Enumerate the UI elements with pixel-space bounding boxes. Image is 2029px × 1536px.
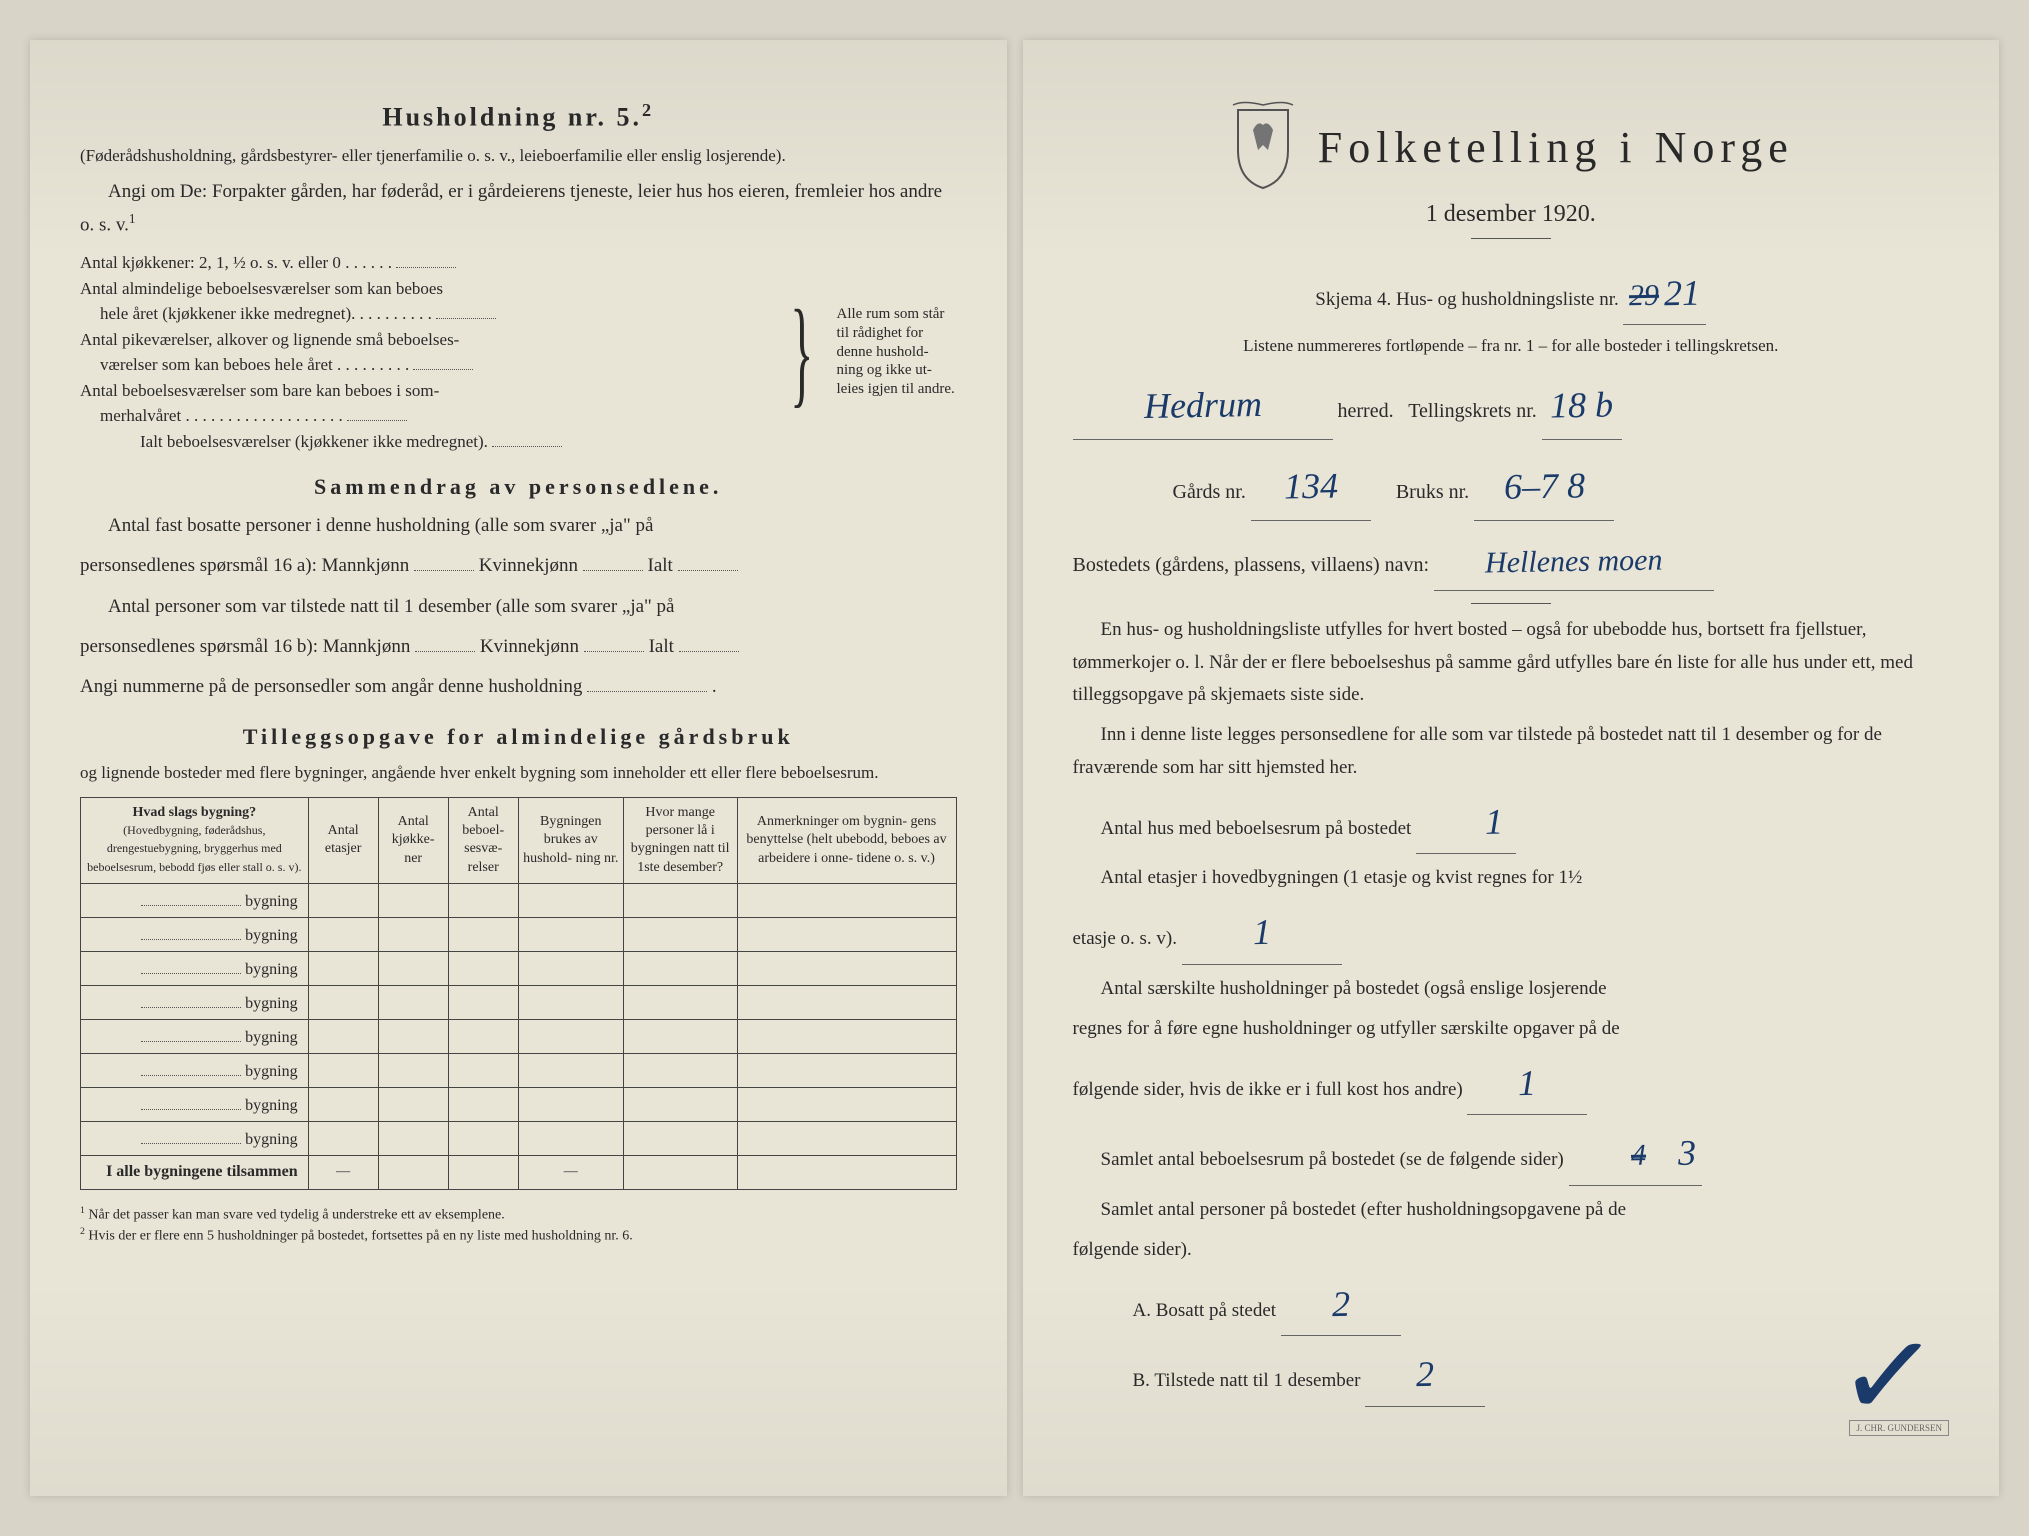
brace-icon: } xyxy=(790,292,813,412)
tillegg-sub: og lignende bosteder med flere bygninger… xyxy=(80,760,957,786)
herred-value: Hedrum xyxy=(1143,370,1262,440)
table-row: bygning xyxy=(81,1053,957,1087)
rooms-side-note: Alle rum som står til rådighet for denne… xyxy=(837,305,957,399)
rooms-line-4: Antal beboelsesværelser som bare kan beb… xyxy=(80,378,767,404)
q3c: følgende sider, hvis de ikke er i full k… xyxy=(1073,1053,1950,1115)
tillegg-heading: Tilleggsopgave for almindelige gårdsbruk xyxy=(80,724,957,750)
summary-p2: Antal personer som var tilstede natt til… xyxy=(80,591,957,623)
mid-rule xyxy=(1471,603,1551,604)
table-row: bygning xyxy=(81,1087,957,1121)
summary-heading: Sammendrag av personsedlene. xyxy=(80,474,957,500)
th-6: Hvor mange personer lå i bygningen natt … xyxy=(623,798,737,884)
table-row: bygning xyxy=(81,985,957,1019)
th-5: Bygningen brukes av hushold- ning nr. xyxy=(518,798,623,884)
household-subtext-2: Angi om De: Forpakter gården, har føderå… xyxy=(80,176,957,242)
rooms-line-2b: hele året (kjøkkener ikke medregnet). . … xyxy=(80,301,767,327)
household-subtext-1: (Føderådshusholdning, gårdsbestyrer- ell… xyxy=(80,143,957,169)
table-row: bygning xyxy=(81,1121,957,1155)
summary-p1b: personsedlenes spørsmål 16 a): Mannkjønn… xyxy=(80,550,957,582)
th-7: Anmerkninger om bygnin- gens benyttelse … xyxy=(737,798,956,884)
th-4: Antal beboel- sesvæ- relser xyxy=(448,798,518,884)
footnote-2: 2 Hvis der er flere enn 5 husholdninger … xyxy=(80,1225,957,1246)
subtitle: 1 desember 1920. xyxy=(1073,201,1950,228)
qB-value: 2 xyxy=(1416,1344,1435,1405)
q1: Antal hus med beboelsesrum på bostedet 1 xyxy=(1073,792,1950,854)
main-title: Folketelling i Norge xyxy=(1318,122,1794,173)
rooms-line-4b: merhalvåret . . . . . . . . . . . . . . … xyxy=(80,403,767,429)
table-sum-label: I alle bygningene tilsammen xyxy=(81,1155,309,1189)
coat-of-arms-icon xyxy=(1228,100,1298,195)
q1-value: 1 xyxy=(1457,792,1504,854)
footnotes: 1 Når det passer kan man svare ved tydel… xyxy=(80,1204,957,1247)
bosted-line: Bostedets (gårdens, plassens, villaens) … xyxy=(1073,533,1950,591)
footnote-1: 1 Når det passer kan man svare ved tydel… xyxy=(80,1204,957,1225)
th-3: Antal kjøkke- ner xyxy=(378,798,448,884)
schema-line: Skjema 4. Hus- og husholdningsliste nr. … xyxy=(1073,263,1950,325)
q2a: Antal etasjer i hovedbygningen (1 etasje… xyxy=(1073,862,1950,894)
herred-line: Hedrum herred. Tellingskrets nr. 18 b xyxy=(1073,371,1950,440)
q3b: regnes for å føre egne husholdninger og … xyxy=(1073,1013,1950,1045)
q4-value: 3 xyxy=(1650,1123,1697,1185)
table-row: bygning xyxy=(81,883,957,917)
printer-stamp: J. CHR. GUNDERSEN xyxy=(1849,1420,1949,1436)
q3a: Antal særskilte husholdninger på bostede… xyxy=(1073,973,1950,1005)
summary-p3: Angi nummerne på de personsedler som ang… xyxy=(80,671,957,703)
bruk-value: 6–7 8 xyxy=(1503,451,1585,521)
q4: Samlet antal beboelsesrum på bostedet (s… xyxy=(1073,1123,1950,1185)
th-2: Antal etasjer xyxy=(308,798,378,884)
q3-value: 1 xyxy=(1518,1053,1537,1114)
gard-value: 134 xyxy=(1283,452,1338,521)
rooms-line-2: Antal almindelige beboelsesværelser som … xyxy=(80,276,767,302)
rooms-line-3b: værelser som kan beboes hele året . . . … xyxy=(80,352,767,378)
list-note: Listene nummereres fortløpende – fra nr.… xyxy=(1073,333,1950,359)
q2b: etasje o. s. v). 1 xyxy=(1073,902,1950,964)
q5b: følgende sider). xyxy=(1073,1234,1950,1266)
room-block: Antal kjøkkener: 2, 1, ½ o. s. v. eller … xyxy=(80,250,957,454)
th-1: Hvad slags bygning? (Hovedbygning, føder… xyxy=(81,798,309,884)
gard-line: Gårds nr. 134 Bruks nr. 6–7 8 xyxy=(1073,452,1950,521)
list-nr-struck: 29 xyxy=(1629,270,1660,322)
title-rule xyxy=(1471,238,1551,239)
para-2: Inn i denne liste legges personsedlene f… xyxy=(1073,719,1950,784)
table-row: bygning xyxy=(81,917,957,951)
rooms-line-1: Antal kjøkkener: 2, 1, ½ o. s. v. eller … xyxy=(80,250,767,276)
bosted-value: Hellenes moen xyxy=(1485,532,1663,592)
summary-p1: Antal fast bosatte personer i denne hush… xyxy=(80,510,957,542)
rooms-line-3: Antal pikeværelser, alkover og lignende … xyxy=(80,327,767,353)
left-page: Husholdning nr. 5.2 (Føderådshusholdning… xyxy=(30,40,1007,1496)
title-block: Folketelling i Norge 1 desember 1920. xyxy=(1073,100,1950,239)
right-page: Folketelling i Norge 1 desember 1920. Sk… xyxy=(1023,40,2000,1496)
q4-struck: 4 xyxy=(1602,1130,1646,1182)
summary-p2b: personsedlenes spørsmål 16 b): Mannkjønn… xyxy=(80,631,957,663)
qB: B. Tilstede natt til 1 desember 2 xyxy=(1073,1344,1950,1406)
q5a: Samlet antal personer på bostedet (efter… xyxy=(1073,1194,1950,1226)
qA: A. Bosatt på stedet 2 xyxy=(1073,1274,1950,1336)
table-row: bygning xyxy=(81,951,957,985)
q2-value: 1 xyxy=(1252,902,1271,963)
list-nr: 21 xyxy=(1664,263,1701,325)
building-table: Hvad slags bygning? (Hovedbygning, føder… xyxy=(80,797,957,1190)
rooms-sum: Ialt beboelsesværelser (kjøkkener ikke m… xyxy=(80,429,767,455)
krets-value: 18 b xyxy=(1550,370,1614,439)
household-heading: Husholdning nr. 5.2 xyxy=(80,100,957,133)
table-row: bygning xyxy=(81,1019,957,1053)
qA-value: 2 xyxy=(1331,1274,1350,1335)
para-1: En hus- og husholdningsliste utfylles fo… xyxy=(1073,614,1950,711)
